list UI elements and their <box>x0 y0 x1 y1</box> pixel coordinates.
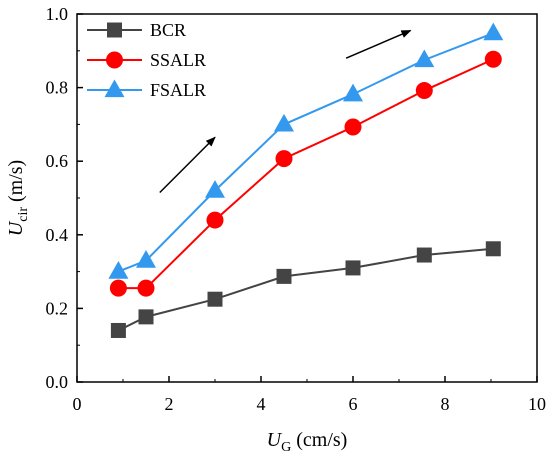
data-point-bcr-6 <box>416 247 432 263</box>
data-point-bcr-3 <box>207 291 223 307</box>
data-point-ssalr-3 <box>206 211 224 229</box>
y-tick-label-1: 0.2 <box>46 298 69 318</box>
data-point-ssalr-1 <box>109 279 127 297</box>
y-tick-label-5: 1.0 <box>46 4 69 24</box>
data-point-fsalr-3 <box>205 180 225 198</box>
data-point-bcr-7 <box>485 241 501 257</box>
legend-marker-fsalr <box>104 79 125 98</box>
data-point-bcr-5 <box>345 260 361 276</box>
x-tick-label-2: 4 <box>257 394 266 414</box>
legend-label-fsalr: FSALR <box>150 80 206 100</box>
data-point-bcr-1 <box>110 322 126 338</box>
legend-label-bcr: BCR <box>150 20 186 40</box>
x-tick-label-5: 10 <box>528 394 546 414</box>
data-point-bcr-4 <box>276 268 292 284</box>
x-tick-label-1: 2 <box>165 394 174 414</box>
legend-label-ssalr: SSALR <box>150 50 206 70</box>
data-point-ssalr-4 <box>275 150 293 168</box>
legend: BCR SSALR FSALR <box>87 20 206 100</box>
plot-frame <box>76 13 538 383</box>
data-point-ssalr-5 <box>344 118 362 136</box>
data-point-fsalr-6 <box>414 49 435 68</box>
x-tick-label-3: 6 <box>349 394 358 414</box>
data-point-ssalr-2 <box>137 279 155 297</box>
y-tick-label-2: 0.4 <box>46 225 69 245</box>
trend-arrow-1 <box>159 136 216 194</box>
data-point-bcr-2 <box>138 309 154 325</box>
data-point-fsalr-5 <box>343 83 363 102</box>
x-tick-label-4: 8 <box>441 394 450 414</box>
trend-arrow-2 <box>345 29 412 59</box>
x-tick-label-0: 0 <box>73 394 82 414</box>
data-point-fsalr-2 <box>136 250 156 268</box>
plot-area <box>108 22 504 338</box>
axes: 0 2 4 6 8 10 0.0 0.2 0.4 0.6 0.8 1.0 UG (cm/s) Ucir (… <box>5 4 546 455</box>
data-point-fsalr-7 <box>483 22 504 41</box>
data-point-ssalr-6 <box>415 82 433 100</box>
y-axis-title: Ucir (m/s) <box>5 160 31 236</box>
data-point-ssalr-7 <box>484 50 502 68</box>
data-point-fsalr-1 <box>108 261 129 279</box>
y-tick-label-3: 0.6 <box>46 151 69 171</box>
y-tick-label-0: 0.0 <box>46 372 69 392</box>
legend-marker-ssalr <box>106 51 123 69</box>
legend-marker-bcr <box>107 22 122 38</box>
y-tick-label-4: 0.8 <box>46 78 69 98</box>
x-axis-title: UG (cm/s) <box>267 429 348 455</box>
data-point-fsalr-4 <box>274 113 294 132</box>
